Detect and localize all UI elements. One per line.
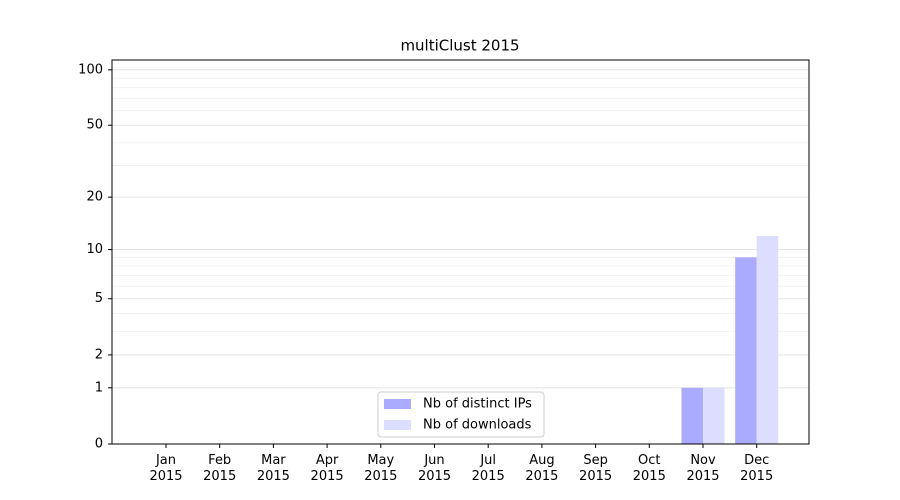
legend-label: Nb of downloads xyxy=(423,418,532,433)
y-tick-label: 100 xyxy=(78,62,103,77)
legend-label: Nb of distinct IPs xyxy=(423,397,532,412)
x-tick-label: Dec 2015 xyxy=(740,453,774,484)
y-tick-label: 50 xyxy=(86,118,103,133)
y-tick-label: 10 xyxy=(86,242,103,257)
y-tick-label: 0 xyxy=(95,437,103,452)
y-tick-label: 20 xyxy=(86,190,103,205)
x-tick-label: Jan 2015 xyxy=(149,453,183,484)
legend-box xyxy=(377,391,545,438)
y-tick-label: 5 xyxy=(95,291,103,306)
bar xyxy=(756,236,779,444)
y-tick-label: 1 xyxy=(95,380,103,395)
x-tick-label: Nov 2015 xyxy=(686,453,720,484)
chart-title: multiClust 2015 xyxy=(400,37,519,55)
legend-swatch xyxy=(384,420,411,430)
y-tick-label: 2 xyxy=(95,347,103,362)
x-tick-label: Aug 2015 xyxy=(525,453,559,484)
bar xyxy=(703,387,725,444)
bar xyxy=(681,387,703,444)
x-tick-label: Jun 2015 xyxy=(417,453,452,484)
plot-frame xyxy=(111,59,810,445)
x-tick-label: Feb 2015 xyxy=(203,453,237,484)
legend-swatch xyxy=(384,399,411,409)
x-tick-label: Mar 2015 xyxy=(256,453,290,484)
x-tick-label: Sep 2015 xyxy=(579,453,613,484)
legend: Nb of distinct IPs Nb of downloads xyxy=(377,391,545,438)
x-tick-label: Apr 2015 xyxy=(310,453,344,484)
bar xyxy=(735,257,757,444)
x-tick-label: Oct 2015 xyxy=(632,453,666,484)
x-tick-label: Jul 2015 xyxy=(471,453,505,484)
x-tick-label: May 2015 xyxy=(364,453,398,484)
